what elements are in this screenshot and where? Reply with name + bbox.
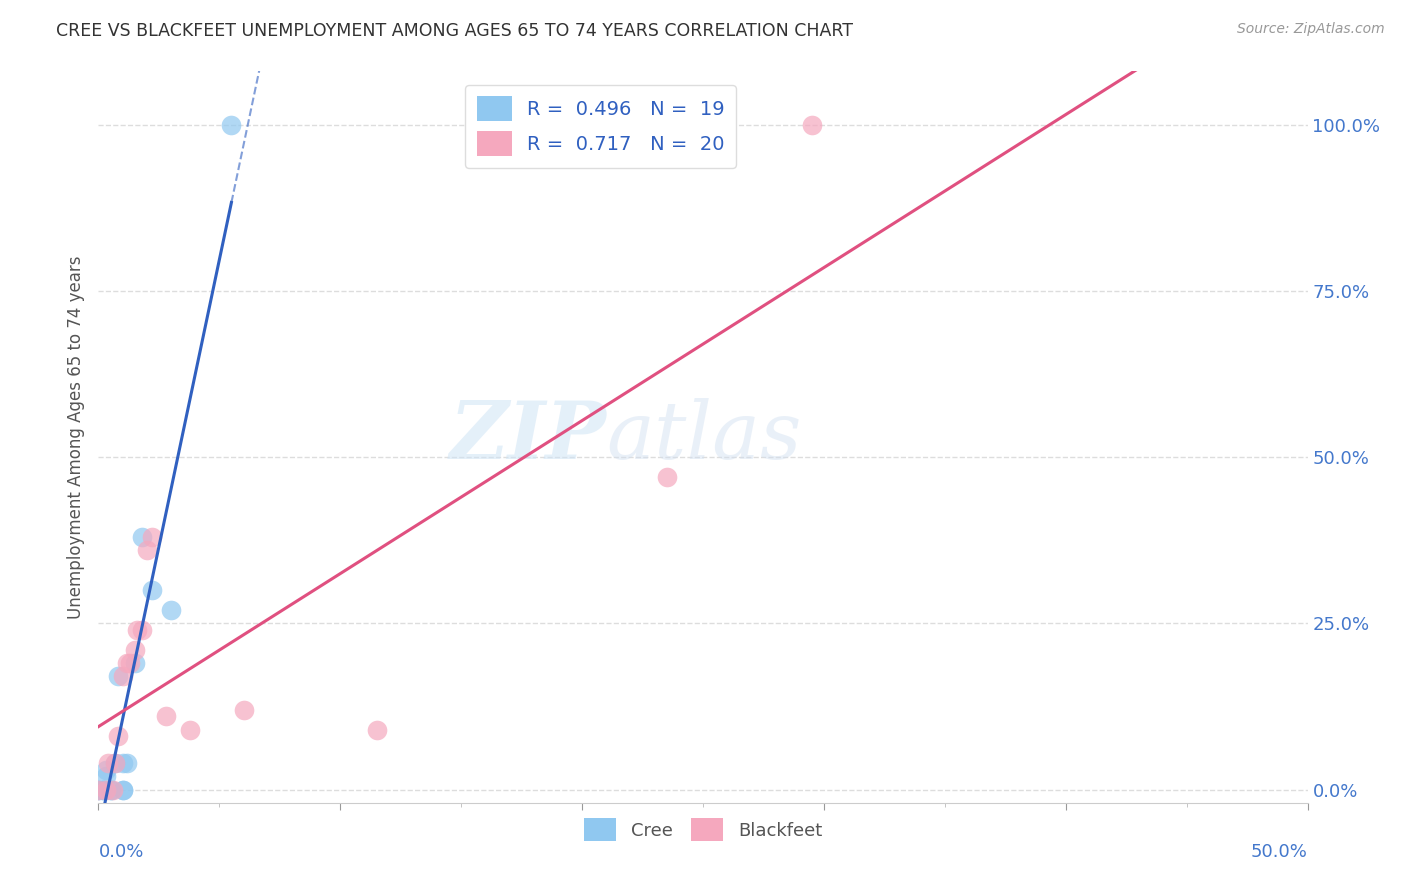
Point xyxy=(94,763,117,777)
Point xyxy=(160,603,183,617)
Legend: Cree, Blackfeet: Cree, Blackfeet xyxy=(576,811,830,848)
Point xyxy=(127,623,149,637)
Point xyxy=(117,656,139,670)
Point xyxy=(155,709,177,723)
Point xyxy=(111,782,134,797)
Text: CREE VS BLACKFEET UNEMPLOYMENT AMONG AGES 65 TO 74 YEARS CORRELATION CHART: CREE VS BLACKFEET UNEMPLOYMENT AMONG AGE… xyxy=(56,22,853,40)
Point xyxy=(100,782,122,797)
Point xyxy=(104,756,127,770)
Point xyxy=(87,782,110,797)
Point xyxy=(97,756,120,770)
Point xyxy=(87,782,110,797)
Point xyxy=(135,543,157,558)
Point xyxy=(91,782,114,797)
Point xyxy=(94,782,117,797)
Point xyxy=(100,782,122,797)
Point xyxy=(111,782,134,797)
Point xyxy=(141,582,163,597)
Point xyxy=(91,782,114,797)
Point xyxy=(101,782,124,797)
Point xyxy=(232,703,254,717)
Point xyxy=(221,118,243,132)
Point xyxy=(800,118,823,132)
Point xyxy=(124,656,146,670)
Point xyxy=(111,669,134,683)
Text: ZIP: ZIP xyxy=(450,399,606,475)
Text: Source: ZipAtlas.com: Source: ZipAtlas.com xyxy=(1237,22,1385,37)
Point xyxy=(118,656,141,670)
Point xyxy=(124,643,146,657)
Text: atlas: atlas xyxy=(606,399,801,475)
Point xyxy=(107,669,129,683)
Point xyxy=(655,470,678,484)
Point xyxy=(141,530,163,544)
Point xyxy=(87,782,110,797)
Point xyxy=(131,530,153,544)
Text: 0.0%: 0.0% xyxy=(98,843,143,861)
Point xyxy=(366,723,388,737)
Point xyxy=(107,729,129,743)
Point xyxy=(179,723,201,737)
Point xyxy=(111,756,134,770)
Point xyxy=(117,756,139,770)
Y-axis label: Unemployment Among Ages 65 to 74 years: Unemployment Among Ages 65 to 74 years xyxy=(66,255,84,619)
Point xyxy=(94,769,117,783)
Text: 50.0%: 50.0% xyxy=(1251,843,1308,861)
Point xyxy=(131,623,153,637)
Point xyxy=(104,756,127,770)
